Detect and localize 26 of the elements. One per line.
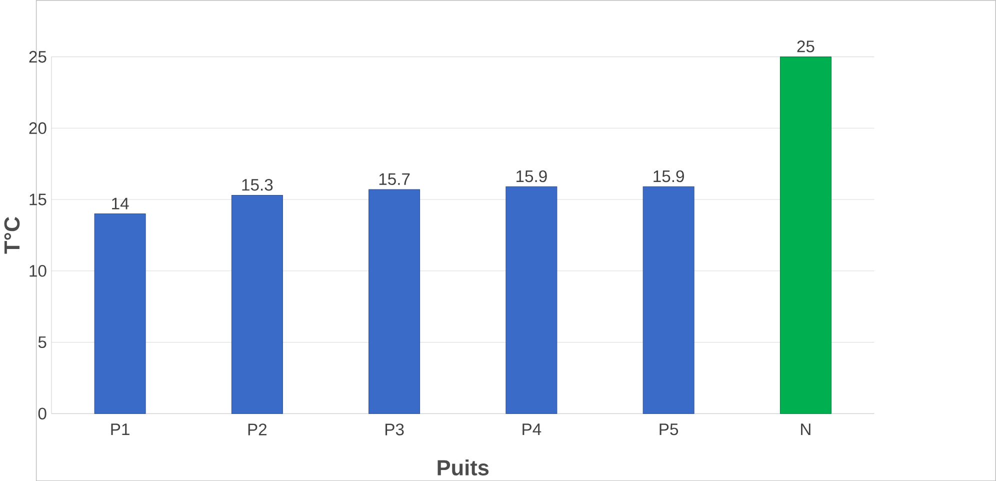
x-tick-label: P4	[522, 423, 542, 435]
x-tick-label: P2	[248, 423, 267, 436]
bar	[368, 189, 420, 414]
data-label: 15.7	[379, 173, 410, 185]
x-axis-title: Puits	[438, 459, 489, 476]
y-tick-label: 25	[29, 50, 46, 63]
x-tick-label: P1	[111, 423, 130, 435]
x-tick-label: P3	[386, 423, 404, 436]
y-tick-label: 20	[29, 122, 46, 134]
y-tick-label: 0	[38, 408, 46, 420]
data-label: 15.9	[654, 170, 684, 182]
bar	[506, 186, 558, 414]
y-tick-label: 5	[38, 336, 46, 348]
data-label: 25	[797, 40, 814, 52]
y-tick-label: 15	[30, 194, 46, 206]
data-label: 14	[112, 198, 129, 210]
x-tick-label: N	[801, 423, 810, 435]
data-label: 15.3	[242, 178, 273, 191]
bar	[231, 194, 283, 414]
data-label: 15.9	[516, 170, 547, 182]
y-tick-label: 10	[30, 264, 46, 277]
bar	[94, 213, 146, 414]
bar	[642, 186, 694, 414]
x-tick-label: P5	[660, 423, 678, 436]
bar	[780, 56, 832, 414]
y-axis-title: T°C	[4, 216, 20, 254]
